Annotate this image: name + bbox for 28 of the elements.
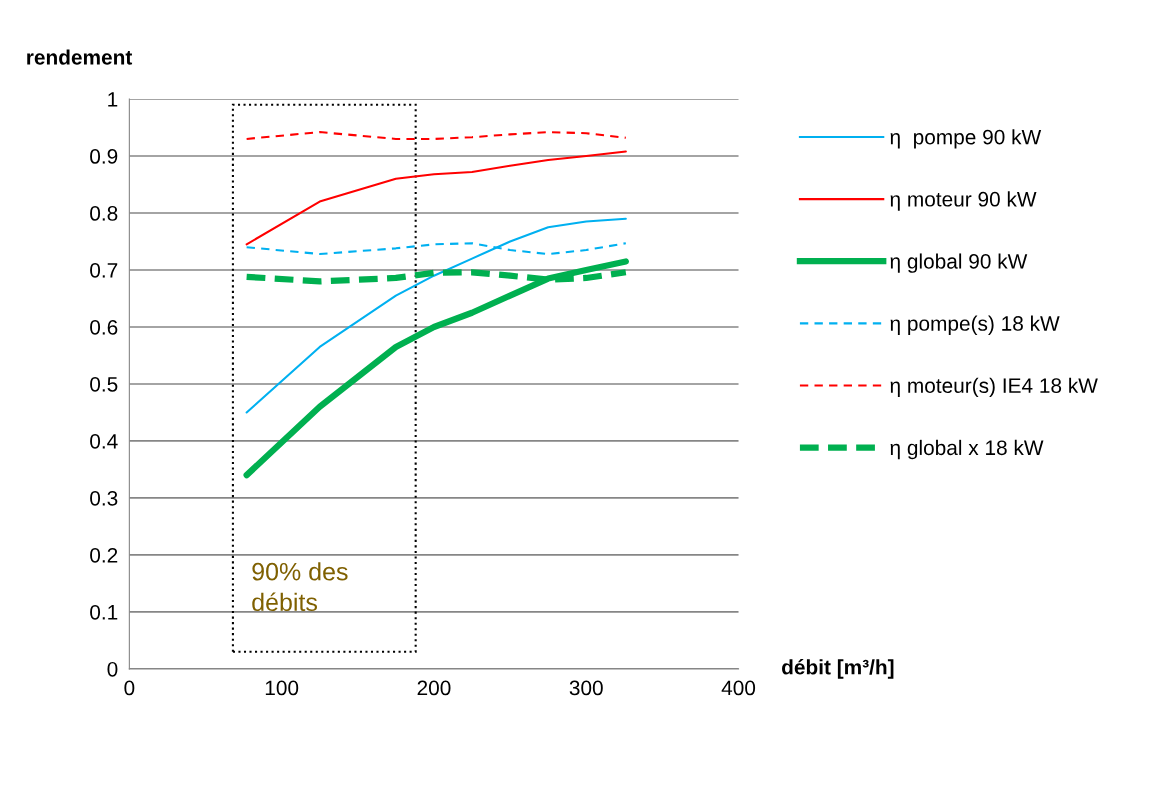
- line-series: [245, 131, 627, 140]
- y-tick-label: 0: [107, 661, 118, 677]
- x-tick-label: 200: [417, 680, 451, 696]
- x-axis-title: débit [m³/h]: [782, 659, 894, 679]
- legend-label: η global 90 kW: [890, 253, 1028, 273]
- y-tick-label: 0.8: [90, 206, 118, 221]
- legend-label: η moteur(s) IE4 18 kW: [890, 377, 1098, 398]
- y-tick-label: 0.6: [90, 319, 118, 335]
- legend-label: η moteur 90 kW: [890, 191, 1037, 211]
- legend-label: η pompe 90 kW: [890, 129, 1042, 149]
- x-tick-label: 0: [124, 680, 135, 696]
- legend-label: η pompe(s) 18 kW: [890, 315, 1060, 335]
- y-tick-label: 0.2: [90, 547, 118, 563]
- y-tick-label: 0.9: [90, 149, 118, 164]
- y-axis-title: rendement: [27, 49, 133, 65]
- y-tick-label: 1: [108, 92, 118, 107]
- y-tick-label: 0.7: [90, 262, 118, 278]
- line-series: [245, 150, 627, 246]
- y-tick-label: 0.1: [90, 604, 118, 620]
- annotation: 90% des débits: [252, 562, 348, 612]
- y-tick-label: 0.5: [90, 376, 118, 392]
- line-series: [245, 217, 627, 414]
- x-tick-label: 300: [569, 680, 603, 696]
- x-tick-label: 400: [721, 680, 756, 696]
- y-tick-label: 0.4: [90, 433, 118, 449]
- legend-label: η global x 18 kW: [890, 439, 1044, 460]
- x-tick-label: 100: [265, 680, 299, 696]
- y-tick-label: 0.3: [90, 490, 118, 506]
